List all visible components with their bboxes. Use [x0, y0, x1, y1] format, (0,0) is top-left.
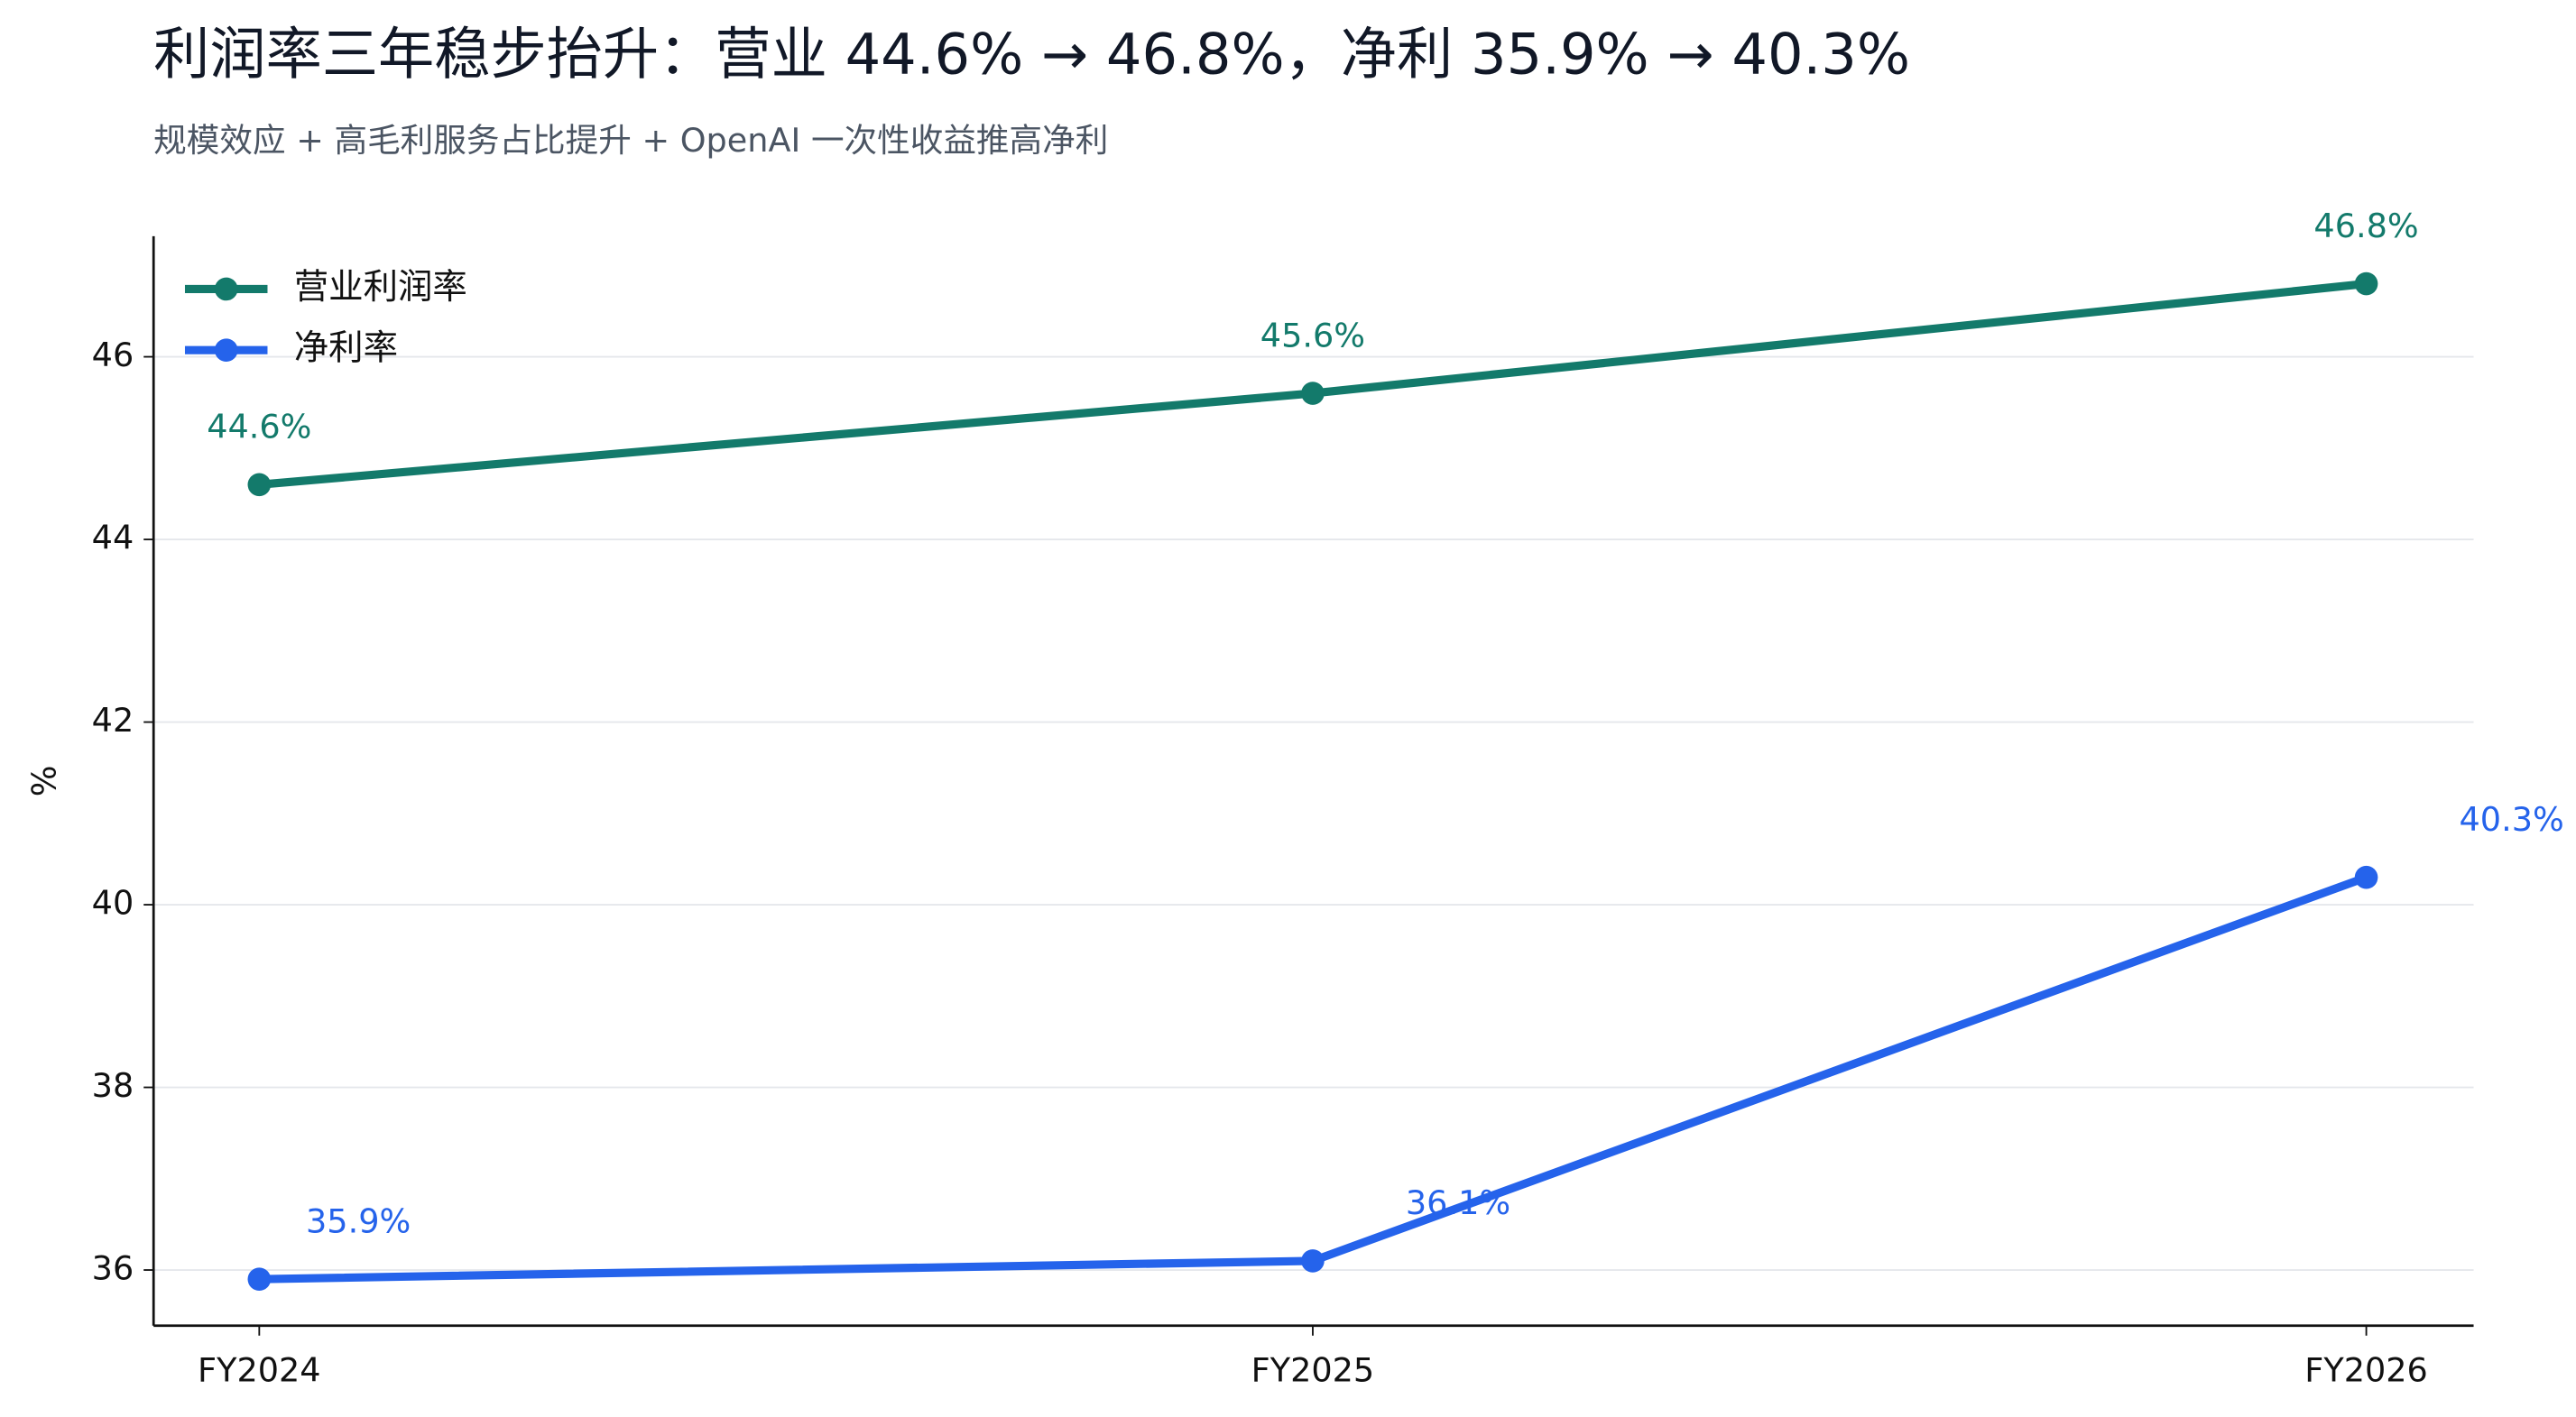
data-label: 40.3% [2460, 800, 2564, 839]
line [259, 873, 2368, 1284]
y-tick-label: 36 [92, 1249, 134, 1288]
legend-marker [214, 277, 238, 301]
data-label: 45.6% [1260, 316, 1365, 354]
x-tick-label: FY2026 [2304, 1351, 2428, 1390]
y-tick-label: 46 [92, 336, 134, 374]
chart-subtitle: 规模效应 + 高毛利服务占比提升 + OpenAI 一次性收益推高净利 [153, 121, 1108, 160]
x-tick-label: FY2025 [1251, 1351, 1375, 1390]
y-tick-label: 38 [92, 1066, 134, 1105]
marker [1301, 1249, 1325, 1273]
legend-marker [214, 338, 238, 363]
data-label: 35.9% [306, 1201, 411, 1240]
marker [2354, 865, 2378, 889]
y-axis-label: % [25, 765, 64, 796]
data-label: 36.1% [1406, 1183, 1510, 1222]
y-tick-label: 44 [92, 519, 134, 557]
marker [1301, 382, 1325, 405]
y-tick-label: 40 [92, 884, 134, 923]
marker [247, 473, 272, 497]
legend-label: 营业利润率 [294, 267, 467, 308]
data-label: 44.6% [207, 408, 311, 446]
data-label: 46.8% [2313, 207, 2418, 245]
chart-title: 利润率三年稳步抬升：营业 44.6% → 46.8%，净利 35.9% → 40… [153, 21, 1910, 87]
marker [2354, 271, 2378, 296]
marker [247, 1267, 272, 1291]
x-tick-label: FY2024 [198, 1351, 321, 1390]
legend-label: 净利率 [294, 328, 398, 369]
y-tick-label: 42 [92, 701, 134, 740]
